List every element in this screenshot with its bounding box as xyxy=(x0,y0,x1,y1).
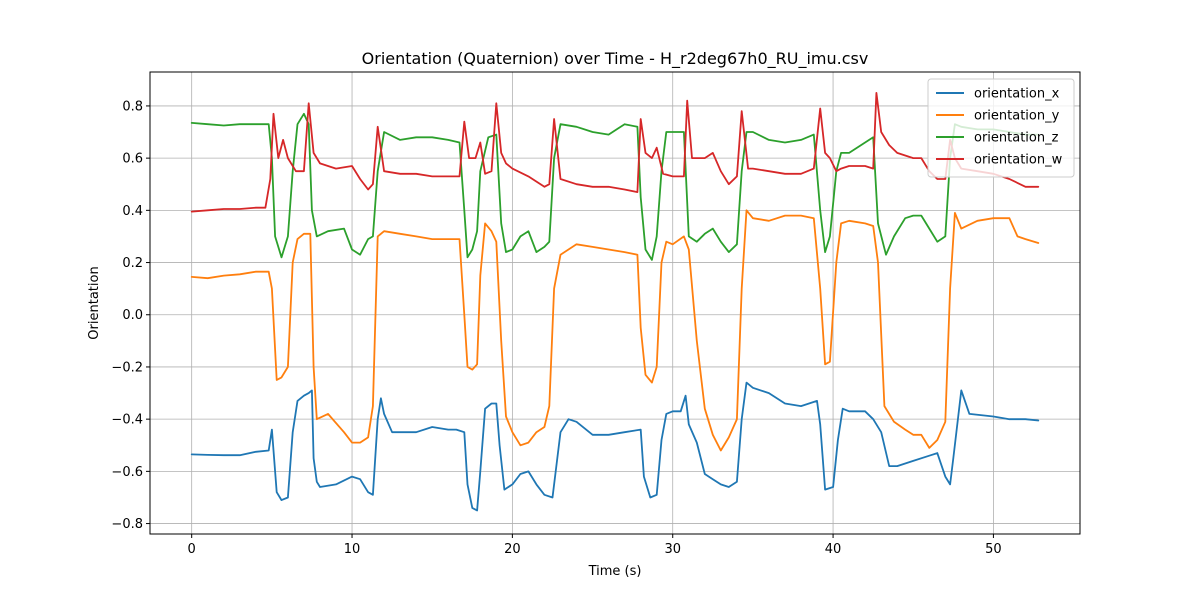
y-tick-label: −0.8 xyxy=(111,517,143,532)
x-tick-label: 40 xyxy=(825,542,842,557)
x-axis-label: Time (s) xyxy=(588,564,642,579)
series-lines xyxy=(190,92,1040,512)
legend-label: orientation_w xyxy=(974,153,1063,168)
series-line-orientation-z xyxy=(190,112,1040,261)
x-tick-label: 50 xyxy=(985,542,1002,557)
x-tick-label: 30 xyxy=(664,542,681,557)
x-tick-label: 0 xyxy=(188,542,196,557)
chart-title: Orientation (Quaternion) over Time - H_r… xyxy=(362,49,869,69)
y-tick-label: 0.4 xyxy=(122,204,143,219)
legend-box xyxy=(927,78,1075,178)
x-tick-label: 20 xyxy=(504,542,521,557)
y-tick-label: 0.6 xyxy=(122,152,143,167)
legend-label: orientation_x xyxy=(974,87,1060,102)
plot-frame xyxy=(149,71,1081,535)
legend: orientation_x orientation_y orientation_zo… xyxy=(927,78,1075,178)
y-axis-label: Orientation xyxy=(87,266,102,339)
y-tick-label: 0.8 xyxy=(122,99,143,114)
y-tick-label: −0.4 xyxy=(111,413,143,428)
series-line-orientation-x xyxy=(190,381,1040,512)
x-tick-label: 10 xyxy=(344,542,361,557)
series-line-orientation-w xyxy=(190,92,1040,213)
series-line-orientation-y xyxy=(190,209,1040,452)
legend-label: orientation_z xyxy=(974,131,1059,146)
grid xyxy=(150,72,1080,534)
legend-label: orientation_y xyxy=(974,109,1060,124)
ticks: 0 10 20 30 40 50 −0.8 −0.6 −0.4 −0.2 0.0 0.2 0.4 0.6 0… xyxy=(111,99,1001,557)
y-tick-label: −0.2 xyxy=(111,360,143,375)
y-tick-label: 0.2 xyxy=(122,256,143,271)
y-tick-label: −0.6 xyxy=(111,465,143,480)
y-tick-label: 0.0 xyxy=(122,308,143,323)
